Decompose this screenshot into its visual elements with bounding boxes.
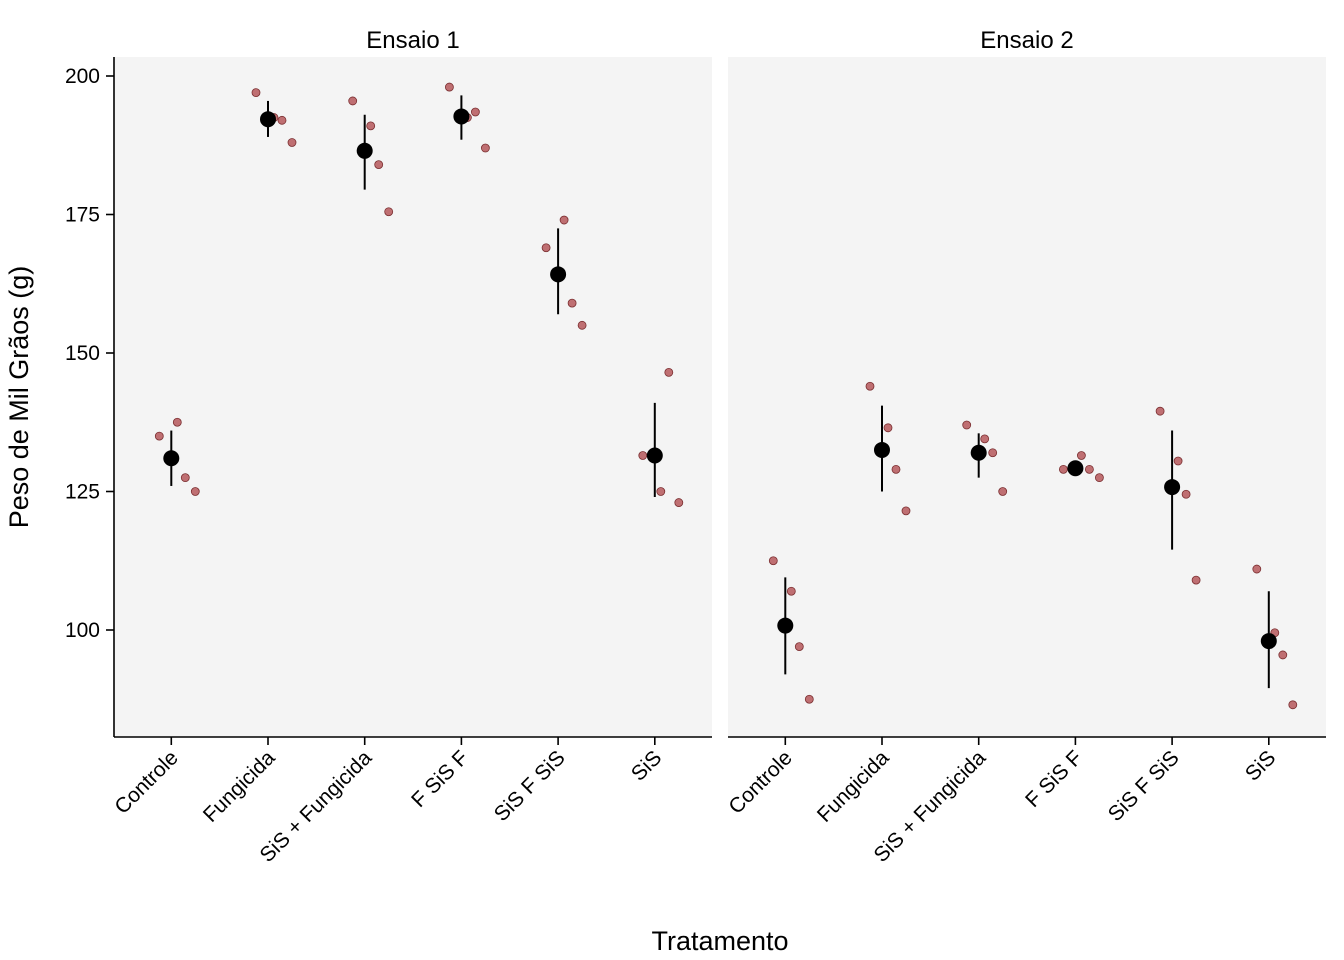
data-point-2-2-1 [865, 381, 875, 391]
data-point-1-5-1 [541, 243, 551, 253]
data-point-1-1-4 [190, 487, 200, 496]
data-point-1-2-3 [277, 115, 287, 125]
y-tick-label-175: 175 [65, 204, 100, 227]
y-tick-label-200: 200 [65, 65, 100, 88]
x-tick-label-1-6: SiS [627, 746, 666, 785]
data-point-1-4-1 [444, 82, 454, 92]
data-point-1-3-2 [366, 121, 376, 131]
panel-background-2 [728, 57, 1326, 737]
mean-point-1-2 [260, 111, 276, 128]
mean-point-2-4 [1067, 460, 1084, 477]
data-point-2-1-2 [786, 586, 796, 596]
data-point-1-6-3 [664, 367, 674, 377]
x-tick-label-1-5: SiS F SiS [490, 746, 570, 826]
data-point-1-5-4 [577, 320, 587, 330]
data-point-2-4-2 [1077, 451, 1086, 460]
x-tick-label-2-1: Controle [724, 746, 796, 818]
data-point-2-5-2 [1173, 456, 1183, 466]
data-point-1-6-4 [674, 498, 684, 507]
data-point-1-3-1 [348, 96, 358, 106]
x-tick-label-2-5: SiS F SiS [1104, 746, 1184, 826]
data-point-2-5-4 [1191, 575, 1201, 585]
mean-point-1-6 [646, 447, 663, 464]
data-point-1-5-3 [567, 298, 577, 308]
x-tick-label-2-2: Fungicida [813, 746, 894, 827]
mean-point-1-5 [550, 266, 567, 283]
mean-point-2-5 [1164, 479, 1181, 496]
panel-title-1: Ensaio 1 [366, 27, 459, 54]
data-point-2-6-1 [1252, 564, 1262, 574]
data-point-2-6-4 [1288, 700, 1298, 710]
data-point-2-1-4 [804, 694, 814, 704]
x-tick-label-2-6: SiS [1241, 746, 1280, 785]
data-point-2-3-1 [962, 420, 972, 430]
data-point-2-2-2 [883, 423, 893, 433]
mean-point-2-3 [970, 444, 987, 461]
data-point-2-1-3 [794, 642, 804, 652]
data-point-2-5-1 [1155, 406, 1165, 416]
y-axis-title: Peso de Mil Grãos (g) [4, 266, 34, 529]
x-tick-label-1-4: F SiS F [407, 746, 473, 812]
data-point-1-2-1 [251, 88, 261, 98]
y-tick-label-150: 150 [65, 342, 100, 365]
y-tick-label-125: 125 [65, 481, 100, 504]
data-point-2-6-3 [1278, 650, 1288, 660]
y-tick-label-100: 100 [65, 619, 100, 642]
data-point-2-4-3 [1085, 464, 1094, 474]
mean-point-2-6 [1260, 633, 1277, 650]
x-axis-title: Tratamento [651, 926, 788, 956]
data-point-2-2-4 [901, 506, 911, 516]
data-point-2-3-4 [998, 487, 1008, 496]
data-point-1-6-1 [638, 451, 648, 460]
panel-background-1 [114, 57, 712, 737]
data-point-1-2-4 [287, 138, 297, 147]
data-layer [154, 82, 1298, 710]
data-point-1-5-2 [559, 215, 569, 225]
data-point-2-4-1 [1059, 464, 1068, 474]
panel-title-2: Ensaio 2 [980, 27, 1073, 54]
x-tick-label-2-4: F SiS F [1021, 746, 1087, 812]
x-tick-label-1-1: Controle [110, 746, 182, 818]
mean-point-2-1 [777, 617, 794, 634]
mean-point-2-2 [874, 441, 890, 458]
mean-point-1-1 [163, 450, 180, 467]
data-point-2-3-3 [988, 448, 998, 458]
x-tick-label-1-2: Fungicida [199, 746, 280, 827]
data-point-1-3-3 [374, 160, 384, 170]
data-point-1-6-2 [656, 487, 666, 496]
data-point-2-3-2 [980, 434, 990, 444]
mean-point-1-4 [453, 108, 470, 125]
data-point-2-2-3 [891, 464, 901, 474]
data-point-1-1-3 [180, 473, 190, 483]
data-point-1-4-3 [470, 107, 480, 117]
data-point-1-4-4 [480, 143, 490, 153]
data-point-1-1-1 [154, 431, 164, 441]
data-point-2-4-4 [1095, 473, 1104, 483]
data-point-1-1-2 [172, 417, 182, 427]
data-point-1-3-4 [384, 207, 394, 217]
mean-point-1-3 [356, 142, 373, 159]
data-point-2-5-3 [1181, 489, 1191, 499]
data-point-2-1-1 [768, 556, 778, 566]
